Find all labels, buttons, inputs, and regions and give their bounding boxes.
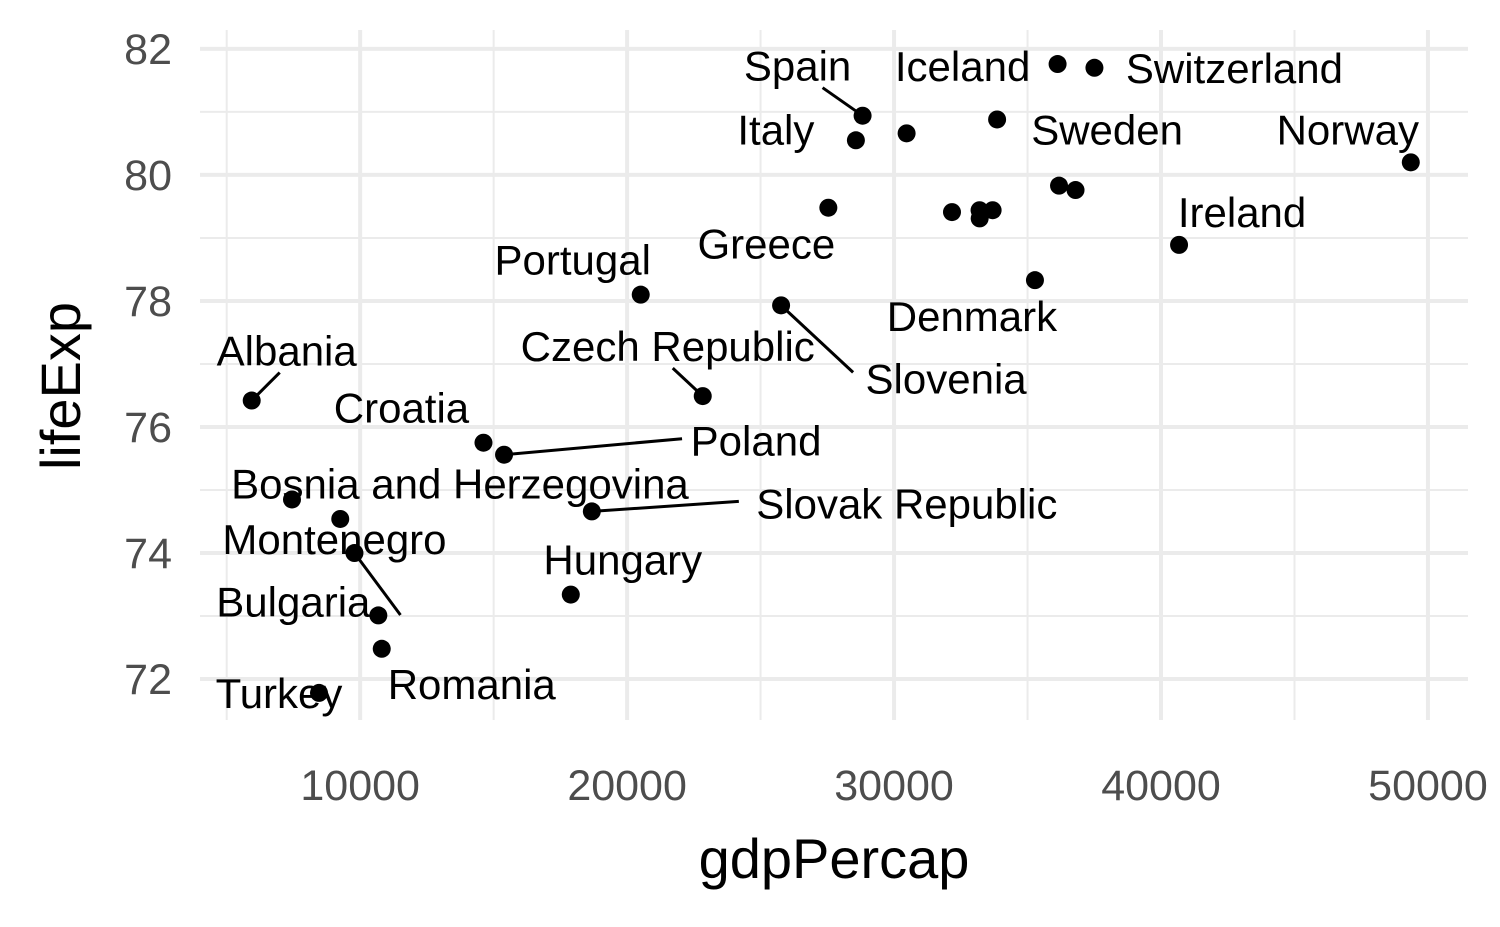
y-tick-label: 82 bbox=[124, 26, 172, 74]
point-label: Switzerland bbox=[1126, 45, 1343, 92]
x-tick-label: 50000 bbox=[1368, 762, 1488, 810]
point-label: Slovenia bbox=[866, 355, 1028, 402]
point-label: Hungary bbox=[543, 537, 702, 584]
point-label: Albania bbox=[217, 328, 358, 375]
data-point bbox=[1085, 58, 1104, 77]
label-leader-line bbox=[780, 304, 855, 374]
x-tick-label: 20000 bbox=[567, 762, 687, 810]
x-tick-label: 30000 bbox=[834, 762, 954, 810]
y-axis-title: lifeExp bbox=[29, 302, 92, 470]
data-point bbox=[582, 502, 601, 521]
data-point bbox=[846, 131, 865, 150]
label-leader-line bbox=[503, 437, 683, 457]
data-point bbox=[1048, 55, 1067, 74]
point-label: Bulgaria bbox=[216, 578, 371, 625]
data-point bbox=[988, 110, 1007, 129]
point-label: Turkey bbox=[216, 670, 343, 717]
point-label: Denmark bbox=[887, 293, 1058, 340]
data-point bbox=[819, 198, 838, 217]
data-point bbox=[474, 433, 493, 452]
point-label: Italy bbox=[737, 106, 814, 153]
label-leader-line bbox=[591, 499, 739, 513]
data-point bbox=[1025, 271, 1044, 290]
data-point bbox=[310, 683, 329, 702]
data-point bbox=[1066, 181, 1085, 200]
label-leader-lines bbox=[250, 86, 864, 616]
data-point bbox=[942, 203, 961, 222]
data-point bbox=[853, 106, 872, 125]
point-label: Bosnia and Herzegovina bbox=[231, 460, 689, 507]
data-point bbox=[561, 585, 580, 604]
x-tick-label: 10000 bbox=[300, 762, 420, 810]
point-label: Romania bbox=[388, 661, 557, 708]
point-label: Croatia bbox=[334, 385, 470, 432]
data-point bbox=[369, 606, 388, 625]
label-leader-line bbox=[353, 552, 402, 616]
y-tick-label: 80 bbox=[124, 152, 172, 200]
data-point bbox=[1401, 153, 1420, 172]
y-tick-label: 76 bbox=[124, 404, 172, 452]
y-tick-label: 72 bbox=[124, 656, 172, 704]
data-point bbox=[693, 387, 712, 406]
point-label: Portugal bbox=[495, 237, 651, 284]
data-point bbox=[631, 285, 650, 304]
point-label: Czech Republic bbox=[521, 323, 815, 370]
data-point bbox=[1050, 176, 1069, 195]
point-label: Montenegro bbox=[222, 516, 446, 563]
point-label: Norway bbox=[1277, 106, 1419, 153]
data-points bbox=[242, 55, 1420, 702]
point-label: Iceland bbox=[895, 43, 1030, 90]
data-point bbox=[345, 544, 364, 563]
data-point bbox=[1170, 235, 1189, 254]
data-point bbox=[282, 490, 301, 509]
point-labels: Albania Bosnia and Herzegovina Turkey Monte… bbox=[216, 43, 1419, 717]
x-axis-title: gdpPercap bbox=[699, 827, 970, 890]
data-point bbox=[495, 445, 514, 464]
data-point bbox=[331, 509, 350, 528]
data-point bbox=[983, 201, 1002, 220]
point-label: Poland bbox=[691, 418, 822, 465]
point-label: Ireland bbox=[1178, 189, 1306, 236]
point-label: Greece bbox=[697, 221, 835, 268]
point-label: Slovak Republic bbox=[756, 480, 1057, 527]
grid-lines bbox=[200, 30, 1468, 720]
tick-labels: 10000 20000 30000 40000 50000 72 74 76 78 80 82 bbox=[124, 26, 1488, 810]
data-point bbox=[772, 296, 791, 315]
point-label: Spain bbox=[744, 43, 851, 90]
data-point bbox=[242, 391, 261, 410]
point-label: Sweden bbox=[1031, 106, 1183, 153]
x-tick-label: 40000 bbox=[1101, 762, 1221, 810]
data-point bbox=[897, 124, 916, 143]
data-point bbox=[372, 639, 391, 658]
data-point bbox=[970, 201, 989, 220]
y-tick-label: 74 bbox=[124, 530, 172, 578]
y-tick-label: 78 bbox=[124, 278, 172, 326]
